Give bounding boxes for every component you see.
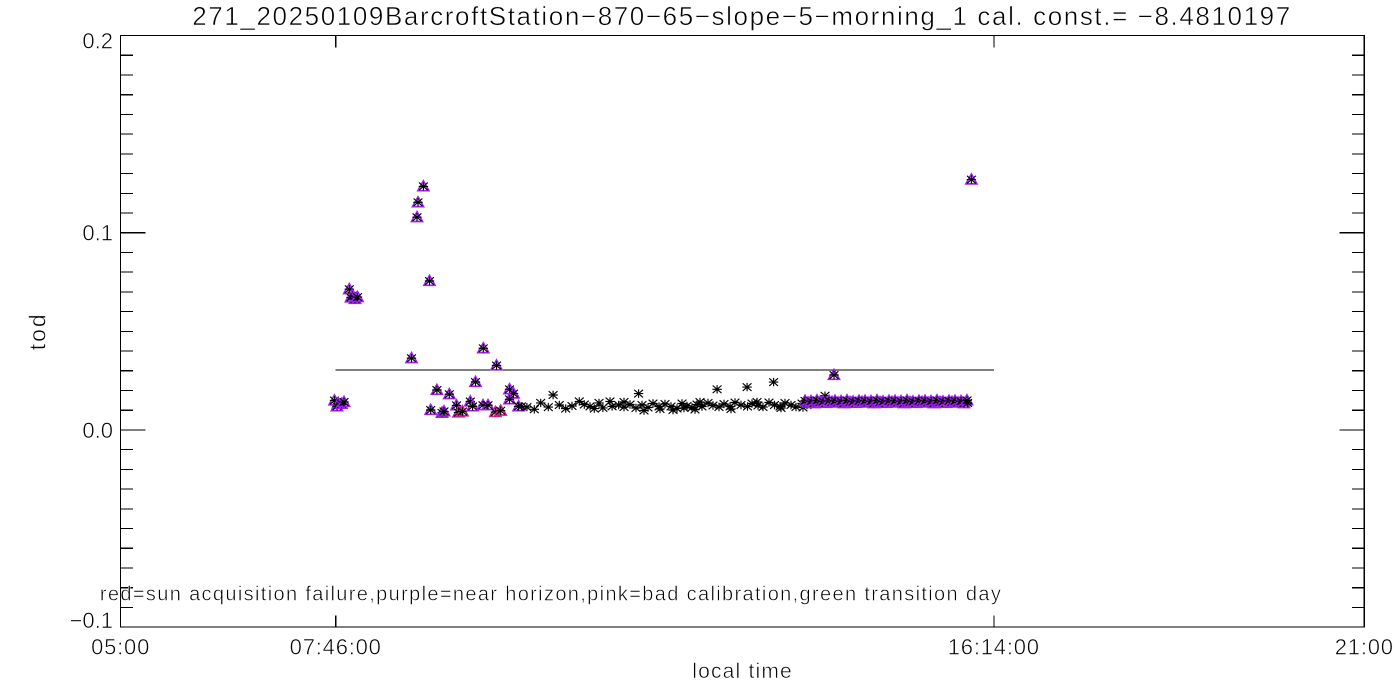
svg-text:tod: tod bbox=[25, 312, 51, 350]
svg-text:21:00: 21:00 bbox=[1335, 635, 1394, 660]
svg-text:0.2: 0.2 bbox=[82, 29, 113, 54]
svg-text:local time: local time bbox=[692, 660, 793, 683]
svg-text:red=sun acquisition failure,pu: red=sun acquisition failure,purple=near … bbox=[100, 584, 1002, 606]
svg-text:0.0: 0.0 bbox=[82, 418, 113, 443]
svg-text:0.1: 0.1 bbox=[82, 221, 113, 246]
svg-text:05:00: 05:00 bbox=[91, 635, 150, 660]
svg-text:−0.1: −0.1 bbox=[70, 608, 113, 633]
svg-text:271_20250109BarcroftStation−87: 271_20250109BarcroftStation−870−65−slope… bbox=[192, 1, 1292, 31]
svg-text:16:14:00: 16:14:00 bbox=[948, 635, 1040, 660]
svg-text:07:46:00: 07:46:00 bbox=[290, 635, 382, 660]
